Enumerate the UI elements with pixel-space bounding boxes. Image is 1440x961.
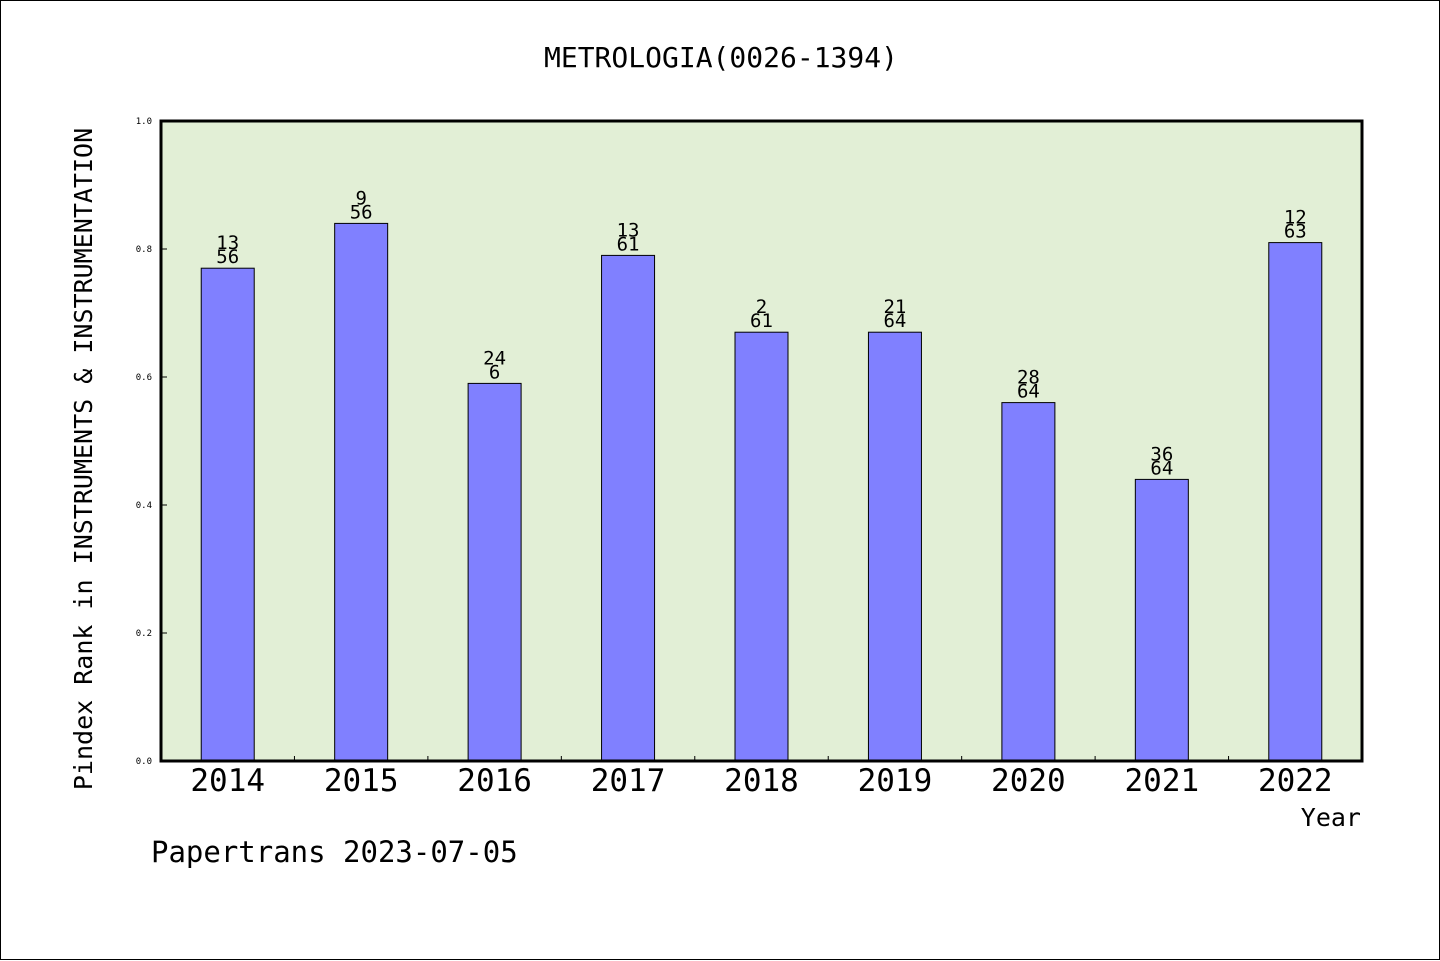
y-tick-label-0.8: 0.8 (136, 245, 152, 255)
x-tick-label-2022: 2022 (1258, 763, 1333, 799)
x-tick-label-2015: 2015 (324, 763, 399, 799)
bar-annotation-2014-line1: 13 (216, 232, 239, 254)
bar-2014 (200, 267, 255, 762)
bar-annotation-2016-line2: 6 (489, 361, 500, 383)
bar-2022 (1268, 242, 1323, 762)
bar-annotation-2020-line2: 64 (1017, 381, 1040, 403)
bar-annotation-2020-line1: 28 (1017, 367, 1040, 389)
bar-2017 (601, 254, 656, 762)
bars-layer (200, 222, 1323, 762)
bar-annotation-2015-line1: 9 (355, 187, 366, 209)
bar-annotation-2014-line2: 56 (216, 246, 239, 268)
y-tick-label-0.0: 0.0 (136, 757, 152, 767)
y-tick-label-1.0: 1.0 (136, 117, 152, 127)
y-axis-label: Pindex Rank in INSTRUMENTS & INSTRUMENTA… (69, 128, 98, 790)
x-tick-label-2014: 2014 (190, 763, 265, 799)
x-axis: 2014 2015 2016 2017 2018 2019 2020 2021 2022 (190, 756, 1333, 799)
bar-annotation-2022-line1: 12 (1284, 207, 1307, 229)
bar-annotation-2017-line1: 13 (617, 219, 640, 241)
bar-2020 (1001, 402, 1056, 762)
y-tick-label-0.6: 0.6 (136, 373, 152, 383)
y-tick-label-0.2: 0.2 (136, 629, 152, 639)
bar-annotation-2019-line2: 64 (883, 310, 906, 332)
bar-annotation-2018-line2: 61 (750, 310, 773, 332)
bar-annotation-2015-line2: 56 (350, 201, 373, 223)
x-tick-label-2018: 2018 (724, 763, 799, 799)
x-tick-label-2019: 2019 (858, 763, 933, 799)
footer-credit: Papertrans 2023-07-05 (151, 835, 518, 869)
bar-annotation-2022-line2: 63 (1284, 221, 1307, 243)
x-tick-label-2016: 2016 (457, 763, 532, 799)
bar-2015 (334, 222, 389, 762)
y-tick-label-0.4: 0.4 (136, 501, 152, 511)
x-tick-label-2021: 2021 (1125, 763, 1200, 799)
bar-annotation-2019-line1: 21 (883, 296, 906, 318)
bar-annotation-2021-line2: 64 (1150, 457, 1173, 479)
chart-title: METROLOGIA(0026-1394) (544, 41, 898, 74)
bar-2021 (1134, 478, 1189, 762)
bar-annotation-2018-line1: 2 (756, 296, 767, 318)
bar-annotation-2016-line1: 24 (483, 347, 506, 369)
plot-border (159, 119, 1364, 763)
bar-2019 (867, 331, 922, 762)
x-tick-label-2020: 2020 (991, 763, 1066, 799)
bar-annotation-2021-line1: 36 (1150, 443, 1173, 465)
x-axis-label: Year (1301, 803, 1361, 832)
bar-annotation-2017-line2: 61 (617, 233, 640, 255)
bar-2016 (467, 382, 522, 762)
bar-2018 (734, 331, 789, 762)
x-tick-label-2017: 2017 (591, 763, 666, 799)
